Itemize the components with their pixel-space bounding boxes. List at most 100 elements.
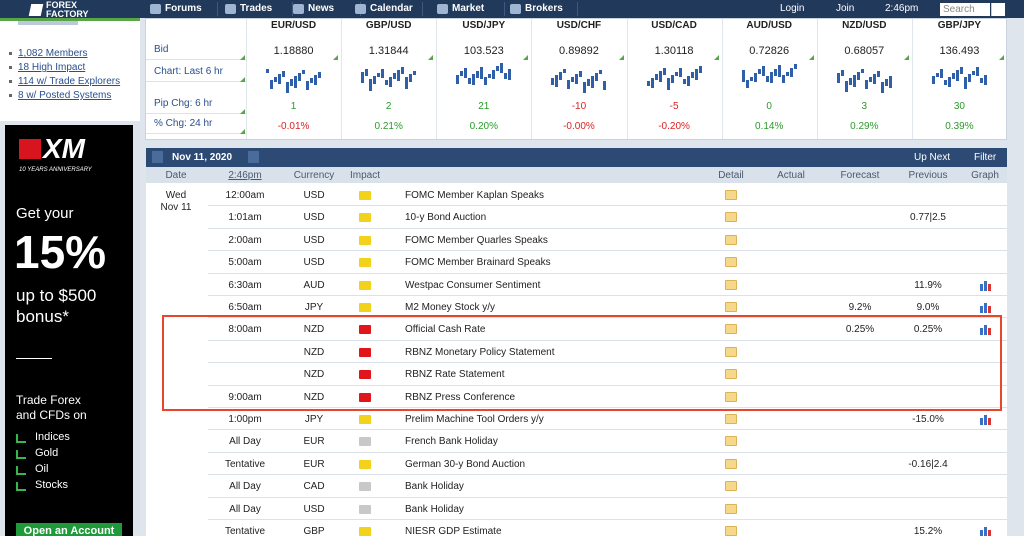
sidebar-link[interactable]: 8 w/ Posted Systems xyxy=(18,90,112,101)
event-title[interactable]: Bank Holiday xyxy=(405,481,464,493)
up-next[interactable]: Up Next xyxy=(914,152,951,163)
event-title[interactable]: RBNZ Monetary Policy Statement xyxy=(405,346,555,358)
calendar-date[interactable]: Nov 11, 2020 xyxy=(172,152,233,163)
highlight-box xyxy=(162,315,1002,411)
event-title[interactable]: FOMC Member Quarles Speaks xyxy=(405,234,548,246)
detail-icon[interactable] xyxy=(725,503,737,514)
event-title[interactable]: FOMC Member Brainard Speaks xyxy=(405,257,551,269)
graph-icon[interactable] xyxy=(984,325,987,336)
nav-link[interactable]: Market xyxy=(452,3,485,14)
graph-icon[interactable] xyxy=(980,530,983,536)
ad-banner[interactable]: XM 10 YEARS ANNIVERSARY Get your 15% up to $… xyxy=(5,125,133,536)
nav-link[interactable]: Brokers xyxy=(525,3,563,14)
event-title[interactable]: Official Cash Rate xyxy=(405,324,486,336)
impact-icon[interactable] xyxy=(359,482,371,492)
detail-icon[interactable] xyxy=(725,324,737,335)
filter[interactable]: Filter xyxy=(974,152,997,163)
graph-icon[interactable] xyxy=(984,303,987,313)
sparkline-candle xyxy=(880,82,884,93)
event-title[interactable]: RBNZ Rate Statement xyxy=(405,369,505,381)
detail-icon[interactable] xyxy=(725,257,737,268)
event-title[interactable]: M2 Money Stock y/y xyxy=(405,302,496,313)
search-input[interactable]: Search xyxy=(940,3,990,16)
impact-icon[interactable] xyxy=(359,280,371,290)
impact-icon[interactable] xyxy=(359,527,371,536)
graph-icon[interactable] xyxy=(984,415,987,425)
graph-icon[interactable] xyxy=(980,418,983,425)
impact-icon[interactable] xyxy=(359,325,371,335)
impact-icon[interactable] xyxy=(359,235,371,245)
detail-icon[interactable] xyxy=(725,481,737,492)
nav-arrow[interactable] xyxy=(248,151,259,163)
detail-icon[interactable] xyxy=(725,212,737,223)
impact-icon[interactable] xyxy=(359,437,371,447)
sparkline-candle xyxy=(864,80,868,89)
event-time: 6:30am xyxy=(228,279,262,291)
sidebar-link[interactable]: 1,082 Members xyxy=(18,48,88,59)
event-title[interactable]: RBNZ Press Conference xyxy=(405,391,516,403)
event-title[interactable]: FOMC Member Kaplan Speaks xyxy=(405,190,544,201)
impact-icon[interactable] xyxy=(359,213,371,223)
sparkline-candle xyxy=(393,73,397,80)
column-header[interactable]: 2:46pm xyxy=(228,170,262,181)
nav-link[interactable]: Join xyxy=(836,3,855,14)
nav-icon xyxy=(293,4,304,14)
detail-icon[interactable] xyxy=(725,391,737,402)
impact-icon[interactable] xyxy=(359,459,371,469)
pip-change: 1 xyxy=(290,101,297,112)
event-title[interactable]: Prelim Machine Tool Orders y/y xyxy=(405,414,544,425)
sparkline-candle xyxy=(595,73,599,81)
event-title[interactable]: Westpac Consumer Sentiment xyxy=(405,279,541,291)
graph-icon[interactable] xyxy=(984,280,987,291)
detail-icon[interactable] xyxy=(725,369,737,380)
impact-icon[interactable] xyxy=(359,303,371,312)
impact-icon[interactable] xyxy=(359,370,371,380)
nav-link[interactable]: Calendar xyxy=(370,3,413,14)
graph-icon[interactable] xyxy=(988,328,991,336)
impact-icon[interactable] xyxy=(359,258,371,268)
nav-arrow[interactable] xyxy=(152,151,163,163)
event-title[interactable]: 10-y Bond Auction xyxy=(405,212,487,224)
detail-icon[interactable] xyxy=(725,279,737,290)
ad-big: 15% xyxy=(14,226,107,278)
detail-icon[interactable] xyxy=(725,458,737,469)
graph-icon[interactable] xyxy=(980,328,983,336)
detail-icon[interactable] xyxy=(725,414,737,424)
detail-icon[interactable] xyxy=(725,526,737,536)
impact-icon[interactable] xyxy=(359,392,371,402)
nav-link[interactable]: News xyxy=(308,3,335,14)
graph-icon[interactable] xyxy=(988,418,991,425)
impact-icon[interactable] xyxy=(359,415,371,424)
impact-icon[interactable] xyxy=(359,504,371,514)
impact-icon[interactable] xyxy=(359,191,371,200)
sparkline-candle xyxy=(848,78,852,85)
row-separator xyxy=(208,295,1007,296)
impact-icon[interactable] xyxy=(359,347,371,357)
graph-icon[interactable] xyxy=(988,306,991,313)
event-title[interactable]: NIESR GDP Estimate xyxy=(405,526,502,536)
detail-icon[interactable] xyxy=(725,346,737,357)
event-title[interactable]: German 30-y Bond Auction xyxy=(405,458,526,470)
nav-link[interactable]: Forums xyxy=(165,3,202,14)
ad-text: Get your xyxy=(16,205,74,222)
detail-icon[interactable] xyxy=(725,436,737,447)
sparkline-candle xyxy=(468,78,472,84)
detail-icon[interactable] xyxy=(725,302,737,312)
search-button[interactable] xyxy=(991,3,1005,16)
detail-icon[interactable] xyxy=(725,234,737,245)
graph-icon[interactable] xyxy=(988,530,991,536)
sidebar-link[interactable]: 18 High Impact xyxy=(18,62,86,73)
graph-icon[interactable] xyxy=(984,527,987,536)
sidebar-link[interactable]: 114 w/ Trade Explorers xyxy=(18,76,121,87)
nav-link[interactable]: Login xyxy=(780,3,805,14)
graph-icon[interactable] xyxy=(988,283,991,291)
event-title[interactable]: French Bank Holiday xyxy=(405,436,498,448)
event-title[interactable]: Bank Holiday xyxy=(405,503,464,515)
ad-asset-icon xyxy=(16,434,26,443)
graph-icon[interactable] xyxy=(980,283,983,291)
detail-icon[interactable] xyxy=(725,190,737,200)
nav-link[interactable]: Trades xyxy=(240,3,273,14)
ad-button[interactable]: Open an Account xyxy=(16,523,122,536)
graph-icon[interactable] xyxy=(980,306,983,313)
sidebar-cut-line xyxy=(18,21,78,25)
